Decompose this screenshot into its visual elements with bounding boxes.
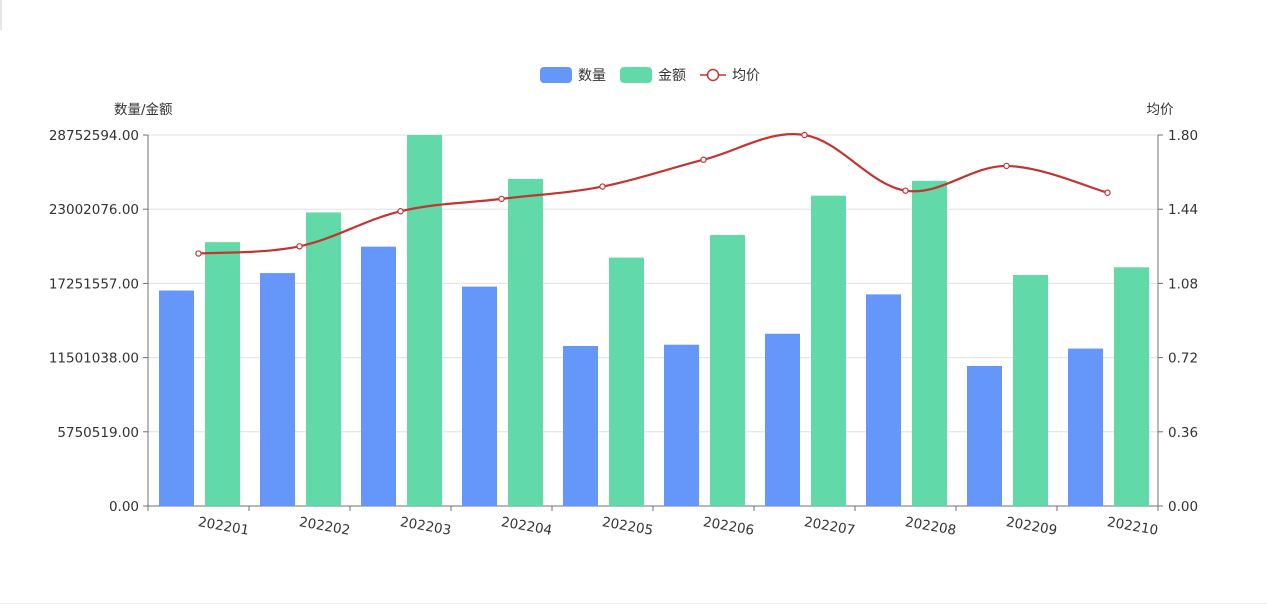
line-series [195,131,1111,257]
bar-金额[interactable] [508,178,543,506]
legend-label-数量[interactable]: 数量 [578,68,606,84]
line-point[interactable] [296,243,303,250]
x-axis-tick-label: 202204 [500,514,554,539]
left-axis-tick-label: 11501038.00 [49,351,139,367]
left-axis-tick-label: 17251557.00 [49,276,139,292]
bar-数量[interactable] [260,273,295,506]
bar-数量[interactable] [462,286,497,506]
legend-swatch-金额[interactable] [620,67,652,83]
bar-金额[interactable] [811,195,846,506]
legend-swatch-数量[interactable] [540,67,572,83]
right-axis-tick-label: 1.80 [1168,128,1198,144]
left-axis-tick-label: 28752594.00 [49,128,139,144]
line-point[interactable] [195,250,202,257]
bar-series [159,135,1149,507]
grid-lines [148,134,1158,507]
line-point[interactable] [700,156,707,163]
bar-数量[interactable] [866,294,901,506]
right-axis-tick-label: 0.00 [1168,499,1198,515]
bottom-divider [0,603,1267,604]
bar-金额[interactable] [609,257,644,506]
line-point[interactable] [801,131,808,139]
line-point[interactable] [599,183,606,190]
legend-marker-均价[interactable] [706,68,720,82]
x-axis-tick-label: 202207 [803,514,857,539]
left-axis-name: 数量/金额 [114,102,173,118]
right-axis-tick-label: 1.08 [1168,276,1198,292]
line-point[interactable] [397,208,404,215]
x-axis-tick-label: 202209 [1005,514,1059,539]
bar-金额[interactable] [407,135,442,506]
left-axis-tick-label: 0.00 [109,499,139,515]
bar-数量[interactable] [361,246,396,507]
bar-金额[interactable] [306,212,341,506]
bar-数量[interactable] [765,333,800,506]
bar-数量[interactable] [1068,348,1103,506]
bar-金额[interactable] [912,180,947,506]
bar-数量[interactable] [664,344,699,506]
x-axis-tick-label: 202208 [904,514,958,539]
right-axis-tick-label: 0.72 [1168,351,1198,367]
x-axis-tick-label: 202210 [1106,514,1160,539]
bar-金额[interactable] [710,235,745,506]
line-point[interactable] [1104,189,1111,196]
legend-label-均价[interactable]: 均价 [732,68,760,84]
x-axis-tick-label: 202202 [298,514,352,539]
x-axis-tick-label: 202206 [702,514,756,539]
line-均价 [198,133,1108,255]
bar-数量[interactable] [967,366,1002,506]
bar-金额[interactable] [205,242,240,507]
right-axis-name: 均价 [1147,102,1175,118]
line-point[interactable] [902,187,909,194]
line-point[interactable] [498,195,505,203]
legend[interactable]: 数量 金额 均价 [540,67,760,84]
bar-金额[interactable] [1013,275,1048,506]
x-axis-tick-label: 202201 [197,514,251,539]
right-axis-tick-label: 1.44 [1168,202,1198,218]
legend-label-金额[interactable]: 金额 [658,68,686,84]
x-axis-tick-label: 202203 [399,514,453,539]
bar-金额[interactable] [1114,267,1149,506]
left-axis-tick-label: 23002076.00 [49,202,139,218]
right-axis-tick-label: 0.36 [1168,425,1198,441]
bar-数量[interactable] [563,346,598,506]
left-axis-tick-label: 5750519.00 [57,425,139,441]
bar-数量[interactable] [159,290,194,506]
x-axis-tick-label: 202205 [601,514,655,539]
corner-divider [0,0,2,30]
line-point[interactable] [1003,162,1010,170]
